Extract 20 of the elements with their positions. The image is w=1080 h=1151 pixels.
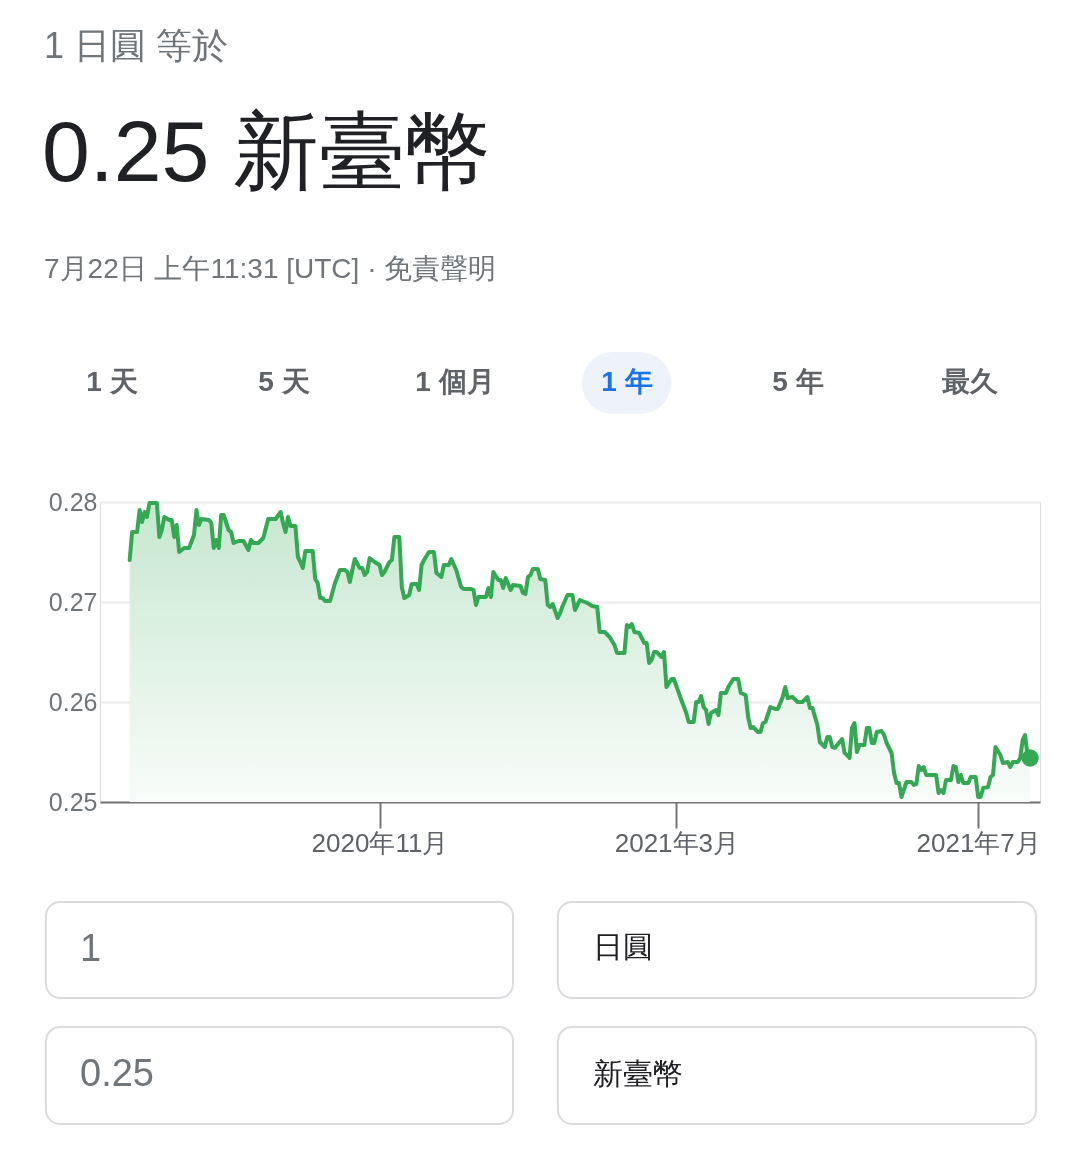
x-tick-label: 2021年3月 xyxy=(614,827,740,858)
y-tick-label: 0.28 xyxy=(48,487,98,516)
chart-title: 1 日圓 等於 xyxy=(44,25,229,66)
text: 5 年 xyxy=(772,366,824,397)
text: 1 xyxy=(80,927,102,969)
x-tick-label: 2020年11月 xyxy=(311,827,449,858)
text: 1 個月 xyxy=(415,366,495,397)
y-tick-label: 0.27 xyxy=(48,587,98,616)
chart-subtitle: 0.25 新臺幣 xyxy=(42,103,492,199)
text: 最久 xyxy=(941,366,998,397)
text: 日圓 xyxy=(593,930,653,963)
y-tick-label: 0.25 xyxy=(48,787,98,816)
text: 0.25 xyxy=(80,1052,154,1094)
y-tick-label: 0.26 xyxy=(48,687,98,716)
text: 新臺幣 xyxy=(593,1057,683,1090)
text: 1 年 xyxy=(601,366,653,397)
text: 5 天 xyxy=(258,366,310,397)
x-tick-label: 2021年7月 xyxy=(916,827,1041,858)
text: 1 天 xyxy=(86,366,138,397)
text: 7月22日 上午11:31 [UTC] · 免責聲明 xyxy=(44,253,497,284)
